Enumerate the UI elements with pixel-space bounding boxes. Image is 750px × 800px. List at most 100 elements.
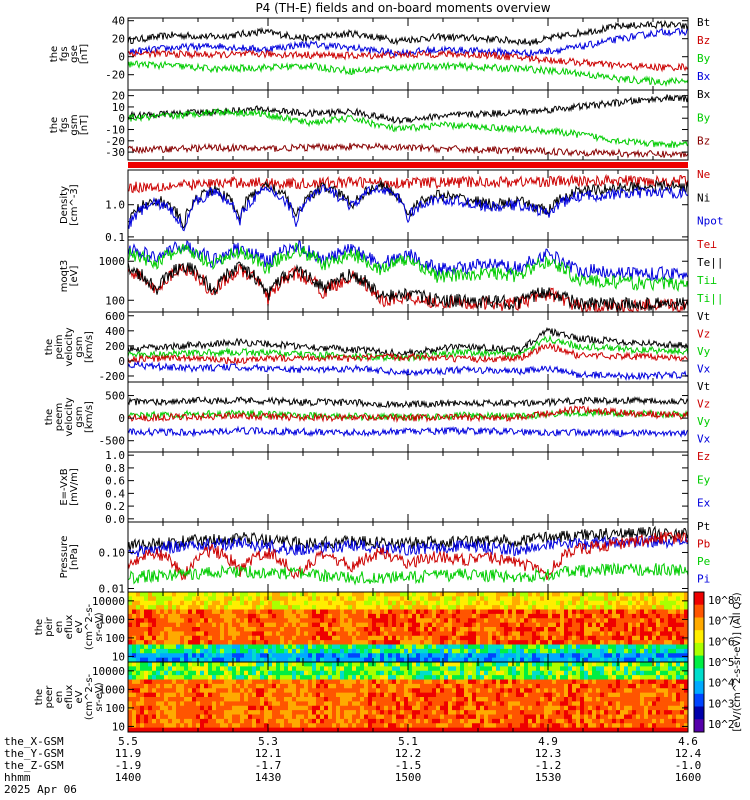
spectrogram-cell xyxy=(664,662,669,667)
spectrogram-cell xyxy=(644,697,649,702)
spectrogram-cell xyxy=(228,692,233,698)
spectrogram-cell xyxy=(200,666,205,672)
spectrogram-cell xyxy=(532,618,537,624)
spectrogram-cell xyxy=(580,596,585,602)
spectrogram-cell xyxy=(348,631,353,637)
spectrogram-cell xyxy=(220,640,225,646)
spectrogram-cell xyxy=(364,600,369,606)
spectrogram-cell xyxy=(380,662,385,667)
spectrogram-cell xyxy=(168,710,173,716)
spectrogram-cell xyxy=(644,653,649,659)
spectrogram-cell xyxy=(200,723,205,729)
spectrogram-cell xyxy=(596,631,601,637)
spectrogram-cell xyxy=(608,622,613,628)
spectrogram-cell xyxy=(452,657,457,663)
spectrogram-cell xyxy=(200,705,205,711)
spectrogram-cell xyxy=(660,701,665,707)
spectrogram-cell xyxy=(420,653,425,659)
spectrogram-cell xyxy=(352,710,357,716)
spectrogram-cell xyxy=(440,705,445,711)
spectrogram-cell xyxy=(660,622,665,628)
spectrogram-cell xyxy=(212,723,217,729)
spectrogram-cell xyxy=(504,697,509,702)
spectrogram-cell xyxy=(432,688,437,694)
spectrogram-cell xyxy=(396,727,401,733)
y-tick-label: 0 xyxy=(118,412,125,425)
spectrogram-cell xyxy=(184,727,189,733)
spectrogram-cell xyxy=(208,718,213,724)
spectrogram-cell xyxy=(468,727,473,733)
spectrogram-cell xyxy=(432,718,437,724)
spectrogram-cell xyxy=(308,697,313,702)
spectrogram-cell xyxy=(440,679,445,685)
spectrogram-cell xyxy=(424,710,429,716)
spectrogram-cell xyxy=(264,596,269,602)
spectrogram-cell xyxy=(376,675,381,681)
spectrogram-cell xyxy=(272,600,277,606)
spectrogram-cell xyxy=(132,697,137,702)
spectrogram-cell xyxy=(300,635,305,641)
spectrogram-cell xyxy=(612,600,617,606)
spectrogram-cell xyxy=(240,640,245,646)
spectrogram-cell xyxy=(584,618,589,624)
spectrogram-cell xyxy=(508,701,513,707)
spectrogram-cell xyxy=(224,618,229,624)
spectrogram-cell xyxy=(672,605,677,611)
spectrogram-cell xyxy=(628,675,633,681)
spectrogram-cell xyxy=(276,618,281,624)
spectrogram-cell xyxy=(664,609,669,615)
spectrogram-cell xyxy=(240,723,245,729)
spectrogram-cell xyxy=(264,631,269,637)
spectrogram-cell xyxy=(252,714,257,720)
spectrogram-cell xyxy=(192,666,197,672)
spectrogram-cell xyxy=(184,723,189,729)
spectrogram-cell xyxy=(236,697,241,702)
spectrogram-cell xyxy=(132,600,137,606)
spectrogram-cell xyxy=(160,653,165,659)
spectrogram-cell xyxy=(584,657,589,663)
spectrogram-cell xyxy=(324,605,329,611)
spectrogram-cell xyxy=(248,666,253,672)
spectrogram-cell xyxy=(320,618,325,624)
spectrogram-cell xyxy=(440,657,445,663)
spectrogram-cell xyxy=(376,631,381,637)
spectrogram-cell xyxy=(548,640,553,646)
spectrogram-cell xyxy=(176,723,181,729)
spectrogram-cell xyxy=(676,609,681,615)
spectrogram-cell xyxy=(472,613,477,619)
spectrogram-cell xyxy=(424,718,429,724)
spectrogram-cell xyxy=(204,592,209,597)
spectrogram-cell xyxy=(600,662,605,667)
spectrogram-cell xyxy=(316,644,321,650)
spectrogram-cell xyxy=(488,679,493,685)
spectrogram-cell xyxy=(308,627,313,632)
spectrogram-cell xyxy=(392,727,397,733)
spectrogram-cell xyxy=(132,727,137,733)
spectrogram-cell xyxy=(216,631,221,637)
spectrogram-cell xyxy=(248,618,253,624)
spectrogram-cell xyxy=(556,631,561,637)
spectrogram-cell xyxy=(588,640,593,646)
spectrogram-cell xyxy=(448,596,453,602)
spectrogram-cell xyxy=(556,635,561,641)
spectrogram-cell xyxy=(520,679,525,685)
spectrogram-cell xyxy=(136,692,141,698)
spectrogram-cell xyxy=(264,605,269,611)
spectrogram-cell xyxy=(316,662,321,667)
spectrogram-cell xyxy=(204,635,209,641)
spectrogram-cell xyxy=(248,631,253,637)
spectrogram-cell xyxy=(556,710,561,716)
spectrogram-cell xyxy=(552,618,557,624)
spectrogram-cell xyxy=(196,648,201,654)
spectrogram-cell xyxy=(664,605,669,611)
spectrogram-cell xyxy=(592,679,597,685)
y-tick-label: 0.4 xyxy=(105,487,125,500)
spectrogram-cell xyxy=(460,666,465,672)
spectrogram-cell xyxy=(264,692,269,698)
spectrogram-cell xyxy=(652,600,657,606)
spectrogram-cell xyxy=(236,705,241,711)
spectrogram-cell xyxy=(288,622,293,628)
spectrogram-cell xyxy=(240,662,245,667)
spectrogram-cell xyxy=(560,666,565,672)
spectrogram-cell xyxy=(252,688,257,694)
